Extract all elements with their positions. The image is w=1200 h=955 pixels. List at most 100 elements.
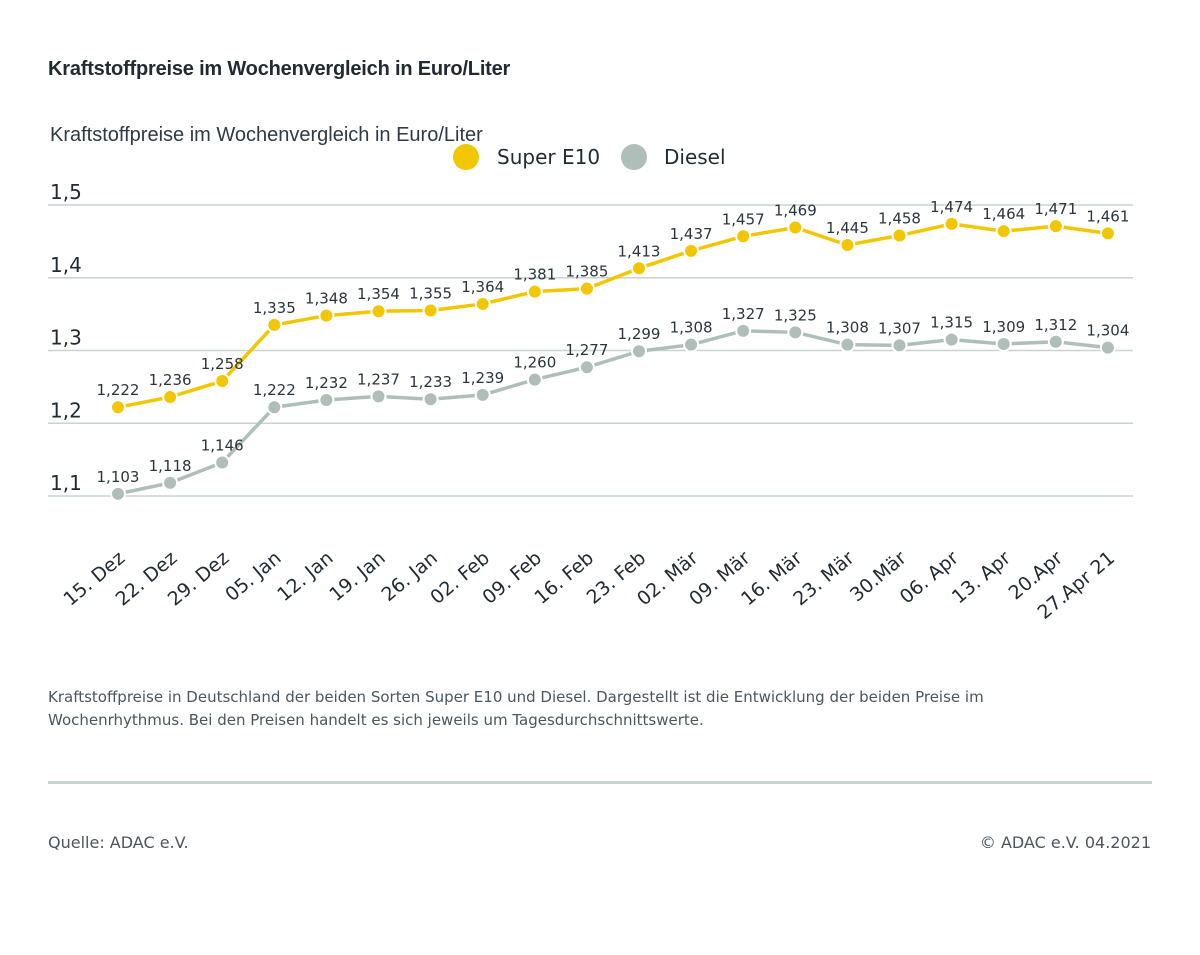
x-tick-label: 13. Apr [948,547,1015,608]
x-tick-label: 05. Jan [221,547,285,606]
data-label-super-e10: 1,471 [1034,200,1077,218]
data-point-diesel [214,454,231,471]
data-label-diesel: 1,309 [982,318,1025,336]
data-point-diesel [474,386,491,403]
data-label-super-e10: 1,222 [97,381,140,399]
data-label-diesel: 1,315 [930,314,973,332]
data-label-diesel: 1,277 [565,341,608,359]
y-tick-label: 1,5 [50,180,82,204]
data-point-super-e10 [162,389,179,406]
data-label-diesel: 1,304 [1086,322,1129,340]
data-label-super-e10: 1,381 [513,266,556,284]
data-point-super-e10 [318,307,335,324]
data-label-diesel: 1,325 [774,306,817,324]
legend-marker-super-e10 [453,144,479,170]
data-point-diesel [631,343,647,360]
data-point-super-e10 [474,295,491,312]
data-label-diesel: 1,312 [1034,316,1077,334]
data-point-super-e10 [943,215,960,232]
data-point-super-e10 [578,280,595,297]
data-point-super-e10 [787,219,804,236]
data-point-diesel [839,336,856,353]
data-label-diesel: 1,260 [513,354,556,372]
divider [48,781,1152,784]
data-label-super-e10: 1,348 [305,290,348,308]
data-point-super-e10 [1047,218,1064,235]
data-label-diesel: 1,237 [357,370,400,388]
data-point-diesel [526,371,543,388]
series-line-diesel [116,329,1110,496]
legend-marker-diesel [621,144,647,170]
data-label-super-e10: 1,258 [201,355,244,373]
data-label-diesel: 1,299 [618,325,661,343]
data-point-diesel [318,391,335,408]
chart-title-echo: Kraftstoffpreise im Wochenvergleich in E… [50,124,483,146]
data-label-diesel: 1,232 [305,374,348,392]
x-tick-label: 12. Jan [273,547,337,606]
data-label-super-e10: 1,236 [149,371,192,389]
data-point-diesel [110,485,126,502]
data-label-super-e10: 1,469 [774,202,817,220]
data-point-super-e10 [422,302,439,319]
data-point-super-e10 [631,260,647,277]
data-point-super-e10 [370,303,387,320]
data-label-super-e10: 1,335 [253,299,296,317]
data-point-super-e10 [995,223,1012,240]
data-point-super-e10 [683,242,700,259]
data-label-diesel: 1,233 [409,373,452,391]
data-point-super-e10 [526,283,543,300]
data-label-diesel: 1,222 [253,381,296,399]
chart-title: Kraftstoffpreise im Wochenvergleich in E… [48,58,511,80]
data-point-diesel [162,474,179,491]
data-label-super-e10: 1,437 [670,225,713,243]
data-label-super-e10: 1,355 [409,284,452,302]
data-label-diesel: 1,308 [826,319,869,337]
data-label-super-e10: 1,385 [565,263,608,281]
data-point-super-e10 [266,317,283,334]
copyright-note: © ADAC e.V. 04.2021 [979,833,1151,852]
data-label-diesel: 1,239 [461,369,504,387]
data-point-super-e10 [214,373,231,390]
data-label-super-e10: 1,413 [618,242,661,260]
data-label-super-e10: 1,354 [357,285,400,303]
data-label-diesel: 1,118 [149,457,192,475]
data-label-super-e10: 1,458 [878,210,921,228]
data-point-diesel [683,336,700,353]
data-label-super-e10: 1,474 [930,198,973,216]
data-point-super-e10 [1099,225,1116,242]
data-label-diesel: 1,307 [878,319,921,337]
legend-label-super-e10: Super E10 [497,145,600,169]
data-point-diesel [266,399,283,416]
y-tick-label: 1,2 [50,398,82,422]
data-point-diesel [787,324,804,341]
data-label-diesel: 1,146 [201,437,244,455]
data-point-super-e10 [891,227,908,244]
data-point-super-e10 [735,228,752,245]
data-point-super-e10 [839,237,856,254]
line-chart: 1,5 1,4 1,3 1,2 1,1 Super E10 Diesel 1,222 1,236… [48,144,1133,624]
data-point-diesel [995,335,1012,352]
source-note: Quelle: ADAC e.V. [48,833,189,852]
data-point-diesel [422,391,439,408]
x-tick-label: 19. Jan [325,547,389,606]
data-point-super-e10 [110,399,126,416]
chart-caption: Kraftstoffpreise in Deutschland der beid… [48,688,984,729]
data-label-super-e10: 1,364 [461,278,504,296]
legend-label-diesel: Diesel [664,145,726,169]
data-label-super-e10: 1,464 [982,205,1025,223]
data-label-diesel: 1,327 [722,305,765,323]
data-label-diesel: 1,308 [670,319,713,337]
y-tick-label: 1,4 [50,253,82,277]
data-point-diesel [735,322,752,339]
data-point-diesel [1047,333,1064,350]
x-tick-label: 06. Apr [896,547,963,608]
data-point-diesel [943,331,960,348]
data-label-diesel: 1,103 [97,468,140,486]
data-label-super-e10: 1,445 [826,219,869,237]
y-tick-label: 1,3 [50,326,82,350]
series-line-super-e10 [116,222,1110,409]
data-point-diesel [1099,339,1116,356]
data-point-diesel [370,388,387,405]
data-point-diesel [578,359,595,376]
y-tick-label: 1,1 [50,471,82,495]
